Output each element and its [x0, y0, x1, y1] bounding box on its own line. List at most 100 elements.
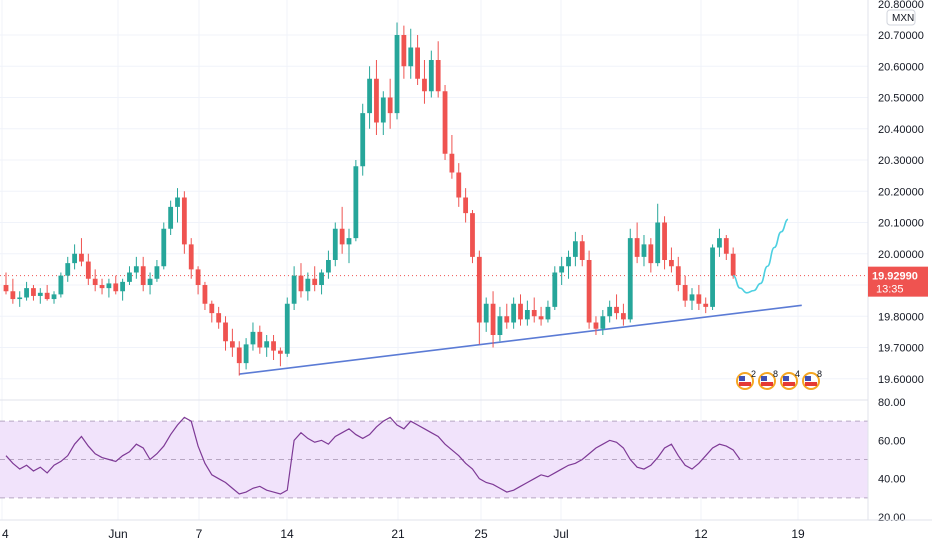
candle-body	[17, 297, 23, 300]
candle	[195, 266, 201, 295]
candle	[298, 263, 304, 298]
flag-canton	[783, 376, 789, 381]
candle	[511, 297, 517, 329]
candle-body	[127, 272, 132, 282]
candle-body	[202, 285, 208, 304]
candle-body	[113, 283, 119, 292]
candle-body	[696, 294, 702, 304]
time-tick-label: 7	[196, 527, 203, 541]
rsi-tick-label: 40.00	[878, 474, 906, 486]
candle	[675, 256, 681, 292]
candle-body	[401, 35, 407, 67]
candle	[127, 266, 132, 285]
projection-layer	[732, 218, 789, 294]
candle	[593, 316, 599, 335]
price-tick-label: 20.00000	[878, 249, 924, 261]
candle-body	[133, 266, 139, 273]
candle-body	[24, 288, 29, 298]
candle	[284, 297, 290, 357]
candle-body	[408, 47, 414, 67]
candle	[250, 322, 256, 351]
candle-body	[140, 266, 146, 285]
candle	[175, 188, 180, 223]
candle	[428, 50, 434, 98]
candle-body	[298, 275, 304, 292]
candle	[92, 269, 98, 292]
candle-body	[147, 278, 153, 285]
candle	[106, 278, 112, 298]
event-badge[interactable]: 8	[758, 369, 778, 390]
candle	[264, 335, 270, 357]
candle	[367, 66, 372, 129]
candle	[133, 256, 139, 279]
candle	[730, 247, 736, 279]
candle-body	[291, 275, 297, 304]
candle	[435, 41, 441, 98]
candle-body	[3, 285, 9, 292]
candle	[710, 244, 715, 310]
time-tick-label: Jul	[553, 527, 568, 541]
rsi-line	[5, 416, 741, 495]
candle	[10, 278, 16, 304]
candle	[99, 278, 105, 295]
event-badge[interactable]: 4	[780, 369, 800, 390]
candle	[586, 250, 592, 329]
candle-body	[223, 322, 228, 342]
candle-body	[627, 238, 633, 320]
candle	[326, 250, 331, 279]
rsi-pane	[0, 420, 868, 499]
candle-body	[476, 256, 482, 323]
candle	[442, 85, 448, 160]
candle-body	[188, 244, 194, 270]
candle	[648, 238, 654, 273]
candle-body	[387, 97, 393, 114]
candle-body	[209, 303, 215, 314]
event-badge[interactable]: 2	[736, 369, 756, 390]
candle	[696, 285, 702, 310]
candle-body	[332, 228, 338, 260]
candle-body	[168, 206, 174, 229]
flag-stripe	[739, 382, 751, 386]
candle-body	[175, 197, 180, 207]
price-tick-label: 19.80000	[878, 311, 924, 323]
candles-layer	[3, 22, 736, 376]
candle	[216, 306, 222, 329]
candle-body	[278, 350, 283, 354]
candle	[682, 275, 688, 307]
candle-body	[360, 113, 366, 167]
candle	[229, 328, 235, 357]
candle	[339, 206, 345, 254]
candle	[703, 297, 709, 314]
candle	[497, 306, 503, 342]
flag-stripe	[805, 382, 817, 386]
candle-body	[463, 197, 469, 214]
time-tick-label: 14	[280, 527, 294, 541]
flag-canton	[761, 376, 767, 381]
flag-stripe	[783, 382, 795, 386]
candle-body	[264, 341, 270, 348]
flag-stripe	[761, 382, 773, 386]
rsi-tick-label: 80.00	[878, 397, 906, 409]
events-layer[interactable]: 2 8 4 8	[736, 369, 822, 390]
candle	[24, 281, 29, 301]
candle	[449, 135, 455, 179]
candle-body	[181, 197, 187, 245]
candle	[79, 238, 84, 267]
candle	[538, 306, 544, 326]
candle	[291, 266, 297, 310]
event-badge-count: 4	[795, 369, 800, 379]
candle-body	[497, 316, 503, 335]
currency-badge[interactable]: MXN	[886, 9, 916, 26]
candle	[669, 247, 674, 273]
event-badge[interactable]: 8	[802, 369, 822, 390]
candle	[607, 300, 613, 323]
candle-body	[65, 263, 71, 276]
candle	[518, 294, 523, 326]
time-tick-label: 25	[474, 527, 488, 541]
candle	[387, 78, 393, 129]
candle	[380, 91, 386, 135]
rsi-tick-label: 20.00	[878, 512, 906, 524]
candle	[717, 228, 722, 257]
